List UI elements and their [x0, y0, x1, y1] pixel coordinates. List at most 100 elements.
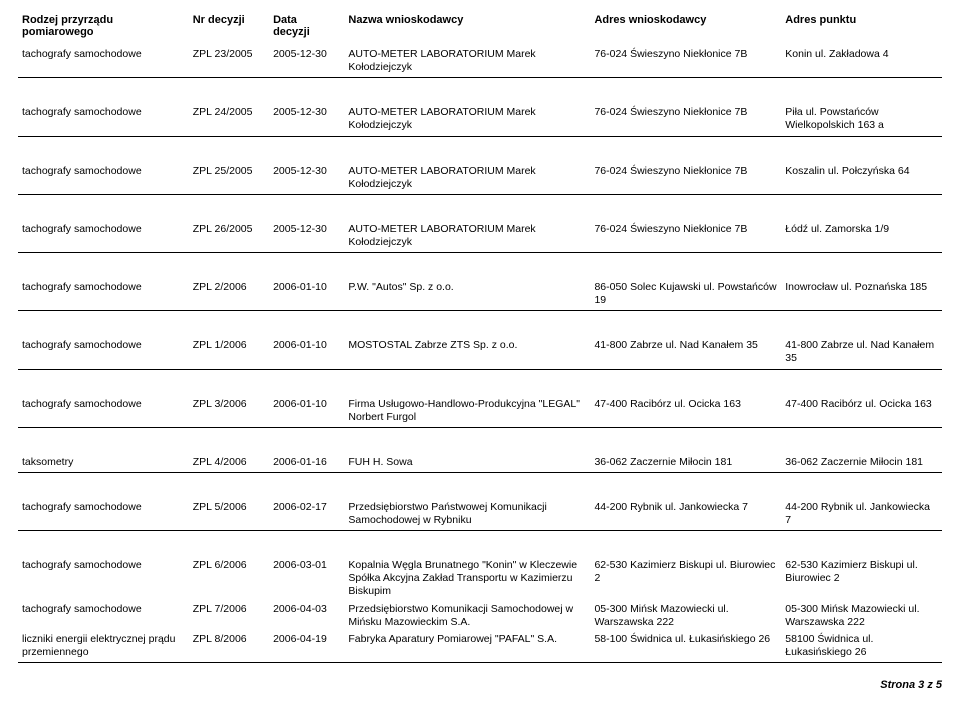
- table-row: tachografy samochodoweZPL 24/20052005-12…: [18, 104, 942, 134]
- cell-nr: ZPL 7/2006: [189, 601, 269, 631]
- header-nr: Nr decyzji: [189, 12, 269, 46]
- cell-apparatus: liczniki energii elektrycznej prądu prze…: [18, 631, 189, 661]
- cell-name: P.W. "Autos" Sp. z o.o.: [344, 279, 590, 309]
- cell-apparatus: tachografy samochodowe: [18, 601, 189, 631]
- cell-name: Przedsiębiorstwo Państwowej Komunikacji …: [344, 499, 590, 529]
- cell-date: 2005-12-30: [269, 104, 344, 134]
- group-spacer: [18, 473, 942, 499]
- cell-nr: ZPL 1/2006: [189, 337, 269, 367]
- spacer-cell: [18, 531, 942, 557]
- header-date: Data decyzji: [269, 12, 344, 46]
- table-row: tachografy samochodoweZPL 25/20052005-12…: [18, 163, 942, 193]
- cell-name: Fabryka Aparatury Pomiarowej "PAFAL" S.A…: [344, 631, 590, 661]
- cell-date: 2006-01-10: [269, 337, 344, 367]
- group-spacer: [18, 253, 942, 279]
- cell-addr-point: Koszalin ul. Połczyńska 64: [781, 163, 942, 193]
- cell-addr-applicant: 58-100 Świdnica ul. Łukasińskiego 26: [590, 631, 781, 661]
- cell-name: Firma Usługowo-Handlowo-Produkcyjna "LEG…: [344, 396, 590, 426]
- table-row: tachografy samochodoweZPL 7/20062006-04-…: [18, 601, 942, 631]
- table-row: tachografy samochodoweZPL 5/20062006-02-…: [18, 499, 942, 529]
- group-spacer: [18, 428, 942, 454]
- header-addr-applicant: Adres wnioskodawcy: [590, 12, 781, 46]
- spacer-cell: [18, 137, 942, 163]
- cell-addr-applicant: 86-050 Solec Kujawski ul. Powstańców 19: [590, 279, 781, 309]
- cell-date: 2006-01-10: [269, 279, 344, 309]
- separator-mid: [590, 661, 781, 663]
- cell-addr-point: 05-300 Mińsk Mazowiecki ul. Warszawska 2…: [781, 601, 942, 631]
- table-row: tachografy samochodoweZPL 6/20062006-03-…: [18, 557, 942, 600]
- group-spacer: [18, 137, 942, 163]
- cell-nr: ZPL 23/2005: [189, 46, 269, 76]
- cell-addr-point: Konin ul. Zakładowa 4: [781, 46, 942, 76]
- cell-nr: ZPL 4/2006: [189, 454, 269, 471]
- cell-name: Przedsiębiorstwo Komunikacji Samochodowe…: [344, 601, 590, 631]
- spacer-cell: [18, 195, 942, 221]
- cell-date: 2005-12-30: [269, 163, 344, 193]
- cell-apparatus: tachografy samochodowe: [18, 163, 189, 193]
- group-spacer: [18, 311, 942, 337]
- cell-apparatus: tachografy samochodowe: [18, 104, 189, 134]
- cell-apparatus: tachografy samochodowe: [18, 557, 189, 600]
- cell-addr-applicant: 47-400 Racibórz ul. Ocicka 163: [590, 396, 781, 426]
- cell-name: MOSTOSTAL Zabrze ZTS Sp. z o.o.: [344, 337, 590, 367]
- cell-date: 2006-03-01: [269, 557, 344, 600]
- group-spacer: [18, 195, 942, 221]
- cell-addr-applicant: 62-530 Kazimierz Biskupi ul. Biurowiec 2: [590, 557, 781, 600]
- cell-date: 2006-04-19: [269, 631, 344, 661]
- cell-addr-applicant: 76-024 Świeszyno Niekłonice 7B: [590, 163, 781, 193]
- group-spacer: [18, 370, 942, 396]
- cell-addr-point: 47-400 Racibórz ul. Ocicka 163: [781, 396, 942, 426]
- group-spacer: [18, 531, 942, 557]
- spacer-cell: [18, 473, 942, 499]
- cell-nr: ZPL 3/2006: [189, 396, 269, 426]
- header-applicant: Nazwa wnioskodawcy: [344, 12, 590, 46]
- cell-date: 2006-02-17: [269, 499, 344, 529]
- cell-name: AUTO-METER LABORATORIUM Marek Kołodziejc…: [344, 163, 590, 193]
- header-addr-point: Adres punktu: [781, 12, 942, 46]
- cell-nr: ZPL 24/2005: [189, 104, 269, 134]
- cell-date: 2005-12-30: [269, 46, 344, 76]
- cell-addr-point: Piła ul. Powstańców Wielkopolskich 163 a: [781, 104, 942, 134]
- cell-name: AUTO-METER LABORATORIUM Marek Kołodziejc…: [344, 46, 590, 76]
- cell-addr-applicant: 41-800 Zabrze ul. Nad Kanałem 35: [590, 337, 781, 367]
- cell-date: 2006-01-16: [269, 454, 344, 471]
- separator-left: [18, 661, 590, 663]
- spacer-cell: [18, 253, 942, 279]
- cell-nr: ZPL 2/2006: [189, 279, 269, 309]
- data-table: Rodzej przyrządu pomiarowego Nr decyzji …: [18, 12, 942, 663]
- cell-nr: ZPL 8/2006: [189, 631, 269, 661]
- cell-name: AUTO-METER LABORATORIUM Marek Kołodziejc…: [344, 221, 590, 251]
- cell-nr: ZPL 6/2006: [189, 557, 269, 600]
- cell-date: 2006-04-03: [269, 601, 344, 631]
- table-row: tachografy samochodoweZPL 26/20052005-12…: [18, 221, 942, 251]
- group-spacer: [18, 78, 942, 104]
- cell-addr-applicant: 05-300 Mińsk Mazowiecki ul. Warszawska 2…: [590, 601, 781, 631]
- cell-nr: ZPL 5/2006: [189, 499, 269, 529]
- cell-nr: ZPL 26/2005: [189, 221, 269, 251]
- table-header: Rodzej przyrządu pomiarowego Nr decyzji …: [18, 12, 942, 46]
- spacer-cell: [18, 311, 942, 337]
- cell-name: Kopalnia Węgla Brunatnego "Konin" w Klec…: [344, 557, 590, 600]
- spacer-cell: [18, 78, 942, 104]
- cell-addr-applicant: 44-200 Rybnik ul. Jankowiecka 7: [590, 499, 781, 529]
- cell-name: FUH H. Sowa: [344, 454, 590, 471]
- separator-right: [781, 661, 942, 663]
- cell-date: 2006-01-10: [269, 396, 344, 426]
- cell-apparatus: tachografy samochodowe: [18, 499, 189, 529]
- cell-addr-applicant: 36-062 Zaczernie Miłocin 181: [590, 454, 781, 471]
- table-row: liczniki energii elektrycznej prądu prze…: [18, 631, 942, 661]
- table-row: tachografy samochodoweZPL 23/20052005-12…: [18, 46, 942, 76]
- cell-addr-applicant: 76-024 Świeszyno Niekłonice 7B: [590, 221, 781, 251]
- cell-addr-applicant: 76-024 Świeszyno Niekłonice 7B: [590, 46, 781, 76]
- table-row: tachografy samochodoweZPL 3/20062006-01-…: [18, 396, 942, 426]
- header-date-line1: Data: [273, 14, 340, 26]
- cell-apparatus: tachografy samochodowe: [18, 279, 189, 309]
- cell-addr-point: 62-530 Kazimierz Biskupi ul. Biurowiec 2: [781, 557, 942, 600]
- cell-date: 2005-12-30: [269, 221, 344, 251]
- cell-apparatus: taksometry: [18, 454, 189, 471]
- cell-addr-point: 36-062 Zaczernie Miłocin 181: [781, 454, 942, 471]
- page-footer: Strona 3 z 5: [18, 679, 942, 691]
- cell-addr-point: 41-800 Zabrze ul. Nad Kanałem 35: [781, 337, 942, 367]
- spacer-cell: [18, 370, 942, 396]
- header-apparatus: Rodzej przyrządu pomiarowego: [18, 12, 189, 46]
